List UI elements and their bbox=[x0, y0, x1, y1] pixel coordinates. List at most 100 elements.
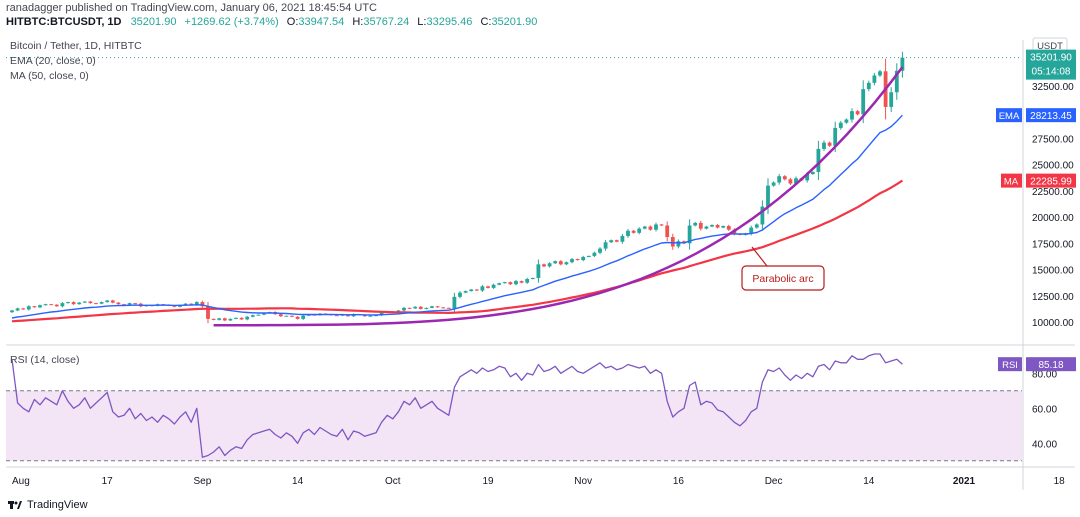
low-label: L: bbox=[417, 16, 427, 28]
close-value: 35201.90 bbox=[491, 16, 538, 28]
tradingview-footer[interactable]: TradingView bbox=[8, 499, 88, 511]
annotation-text: Parabolic arc bbox=[752, 273, 813, 285]
last-price-badge-text: 35201.90 bbox=[1030, 53, 1072, 64]
candle-body bbox=[26, 306, 31, 310]
candle-body bbox=[654, 224, 658, 230]
ohlc-header: HITBTC:BTCUSDT, 1D 35201.90 +1269.62 (+3… bbox=[6, 16, 537, 28]
candle-body bbox=[21, 308, 26, 310]
candle-body bbox=[581, 256, 586, 261]
ma-badge-label-text: MA bbox=[1004, 177, 1019, 188]
ma-badge-label bbox=[1001, 173, 1022, 188]
candle-body bbox=[222, 318, 227, 321]
candle-body bbox=[435, 306, 440, 308]
candle-body bbox=[564, 262, 569, 265]
candle-body bbox=[665, 225, 670, 238]
candle-body bbox=[715, 224, 720, 228]
candle-body bbox=[301, 315, 306, 319]
candle-body bbox=[822, 142, 826, 149]
candle-body bbox=[626, 230, 630, 236]
last-price-badge bbox=[1026, 49, 1076, 80]
rsi-line bbox=[11, 353, 903, 458]
candle-body bbox=[239, 317, 244, 320]
candle-body bbox=[250, 315, 255, 317]
candle-body bbox=[805, 174, 810, 181]
candle-body bbox=[234, 317, 238, 319]
candle-body bbox=[402, 307, 406, 311]
time-tick-label: 17 bbox=[102, 476, 114, 487]
candle-body bbox=[631, 230, 636, 233]
candle-body bbox=[10, 310, 14, 313]
ma-badge bbox=[1026, 173, 1076, 188]
legend-title: Bitcoin / Tether, 1D, HITBTC bbox=[10, 40, 142, 52]
high-label: H: bbox=[352, 16, 364, 28]
time-tick-label: 19 bbox=[482, 476, 494, 487]
candle-body bbox=[441, 307, 446, 309]
annotation-pointer bbox=[751, 246, 768, 267]
rsi-badge-label bbox=[998, 357, 1022, 372]
candle-body bbox=[446, 307, 451, 309]
candle-body bbox=[659, 224, 664, 226]
candle-body bbox=[710, 224, 714, 227]
candle-body bbox=[603, 242, 608, 249]
candle-body bbox=[54, 304, 59, 307]
candle-body bbox=[474, 289, 479, 291]
candle-body bbox=[861, 89, 866, 115]
price-tick-label: 22500.00 bbox=[1032, 187, 1074, 198]
candle-body bbox=[833, 127, 838, 146]
candle-body bbox=[278, 314, 283, 317]
candle-body bbox=[105, 300, 110, 303]
candle-body bbox=[575, 259, 580, 261]
candle-body bbox=[855, 111, 860, 115]
candle-body bbox=[49, 304, 54, 306]
candle-body bbox=[463, 291, 468, 293]
candle-body bbox=[116, 302, 121, 305]
candle-body bbox=[295, 316, 300, 319]
high-value: 35767.24 bbox=[363, 16, 410, 28]
candle-body bbox=[872, 75, 877, 83]
close-label: C: bbox=[480, 16, 492, 28]
legend-ma: MA (50, close, 0) bbox=[10, 70, 89, 82]
candle-body bbox=[570, 259, 574, 263]
candle-body bbox=[32, 306, 37, 308]
rsi-band bbox=[6, 390, 1022, 461]
candle-body bbox=[413, 306, 418, 309]
candle-body bbox=[771, 182, 776, 186]
candle-body bbox=[788, 179, 793, 184]
candle-body bbox=[407, 307, 412, 309]
time-tick-label: Sep bbox=[194, 476, 212, 487]
candle-body bbox=[782, 176, 787, 180]
bar-countdown-text: 05:14:08 bbox=[1032, 67, 1071, 78]
candle-body bbox=[704, 226, 709, 229]
candle-body bbox=[77, 302, 82, 305]
candle-body bbox=[721, 226, 726, 228]
last-price: 35201.90 bbox=[130, 16, 177, 28]
candle-body bbox=[794, 178, 798, 184]
candle-body bbox=[418, 306, 423, 309]
time-tick-label: 14 bbox=[292, 476, 304, 487]
candle-body bbox=[609, 240, 614, 243]
price-tick-label: 27500.00 bbox=[1032, 134, 1074, 145]
candle-body bbox=[66, 302, 70, 304]
currency-badge-text: USDT bbox=[1037, 41, 1063, 52]
candle-body bbox=[620, 235, 625, 242]
candle-body bbox=[43, 304, 48, 306]
candle-body bbox=[486, 286, 490, 288]
ma-badge-value: 22285.99 bbox=[1030, 177, 1072, 188]
time-tick-label: 16 bbox=[673, 476, 685, 487]
candle-body bbox=[844, 119, 849, 123]
rsi-badge-label-text: RSI bbox=[1002, 360, 1018, 371]
candle-body bbox=[122, 304, 126, 306]
candle-body bbox=[133, 303, 138, 305]
candle-body bbox=[452, 296, 457, 309]
candle-body bbox=[754, 224, 759, 228]
candle-body bbox=[530, 277, 535, 280]
ema-20-line bbox=[11, 114, 903, 319]
candle-body bbox=[262, 313, 266, 315]
ema-badge-label bbox=[996, 108, 1022, 123]
price-change: +1269.62 (+3.74%) bbox=[184, 16, 279, 28]
candle-body bbox=[777, 176, 782, 183]
candle-body bbox=[536, 264, 541, 278]
annotation-box[interactable] bbox=[741, 265, 825, 291]
candle-body bbox=[245, 316, 250, 320]
